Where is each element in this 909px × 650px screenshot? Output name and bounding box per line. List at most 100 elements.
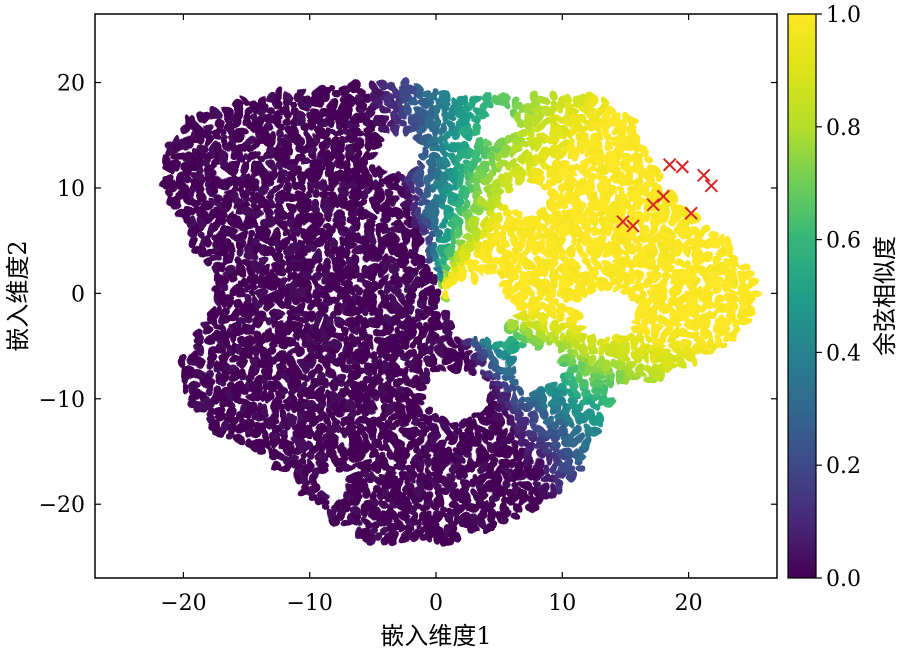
scatter-point: [486, 137, 496, 147]
scatter-point: [367, 236, 377, 246]
scatter-point: [415, 125, 425, 135]
scatter-point: [554, 478, 565, 488]
scatter-point: [556, 138, 566, 149]
scatter-point: [580, 438, 590, 448]
scatter-point: [194, 346, 204, 356]
scatter-point: [555, 400, 565, 410]
scatter-point: [329, 238, 339, 248]
scatter-point: [195, 368, 206, 378]
scatter-point: [382, 263, 392, 273]
scatter-point: [571, 215, 581, 225]
scatter-point: [379, 81, 389, 91]
scatter-point: [312, 199, 322, 209]
scatter-point: [288, 234, 298, 244]
scatter-point: [312, 342, 322, 352]
scatter-point: [320, 412, 330, 422]
scatter-point: [243, 209, 253, 219]
scatter-point: [323, 198, 333, 208]
scatter-point: [547, 420, 557, 430]
scatter-point: [379, 102, 389, 112]
scatter-point: [539, 484, 549, 494]
scatter-point: [235, 368, 245, 379]
scatter-point: [390, 511, 400, 521]
scatter-point: [517, 335, 528, 345]
scatter-point: [720, 341, 730, 351]
colorbar-tick-label: 0.6: [826, 229, 861, 254]
scatter-point: [343, 276, 353, 286]
scatter-point: [516, 503, 527, 513]
scatter-point: [570, 258, 580, 268]
scatter-point: [460, 479, 471, 489]
scatter-point: [312, 323, 322, 333]
scatter-point: [567, 366, 577, 376]
scatter-point: [572, 323, 583, 333]
scatter-point: [680, 208, 690, 218]
scatter-point: [634, 335, 645, 345]
scatter-point: [589, 173, 599, 183]
scatter-point: [736, 270, 746, 280]
scatter-point: [589, 427, 600, 437]
scatter-point: [738, 297, 748, 307]
scatter-point: [415, 251, 426, 261]
scatter-point: [252, 237, 262, 247]
scatter-point: [405, 466, 415, 476]
scatter-point: [297, 288, 307, 298]
scatter-point: [204, 323, 214, 333]
scatter-point: [182, 381, 192, 391]
scatter-point: [393, 367, 403, 377]
scatter-point: [180, 355, 190, 366]
scatter-point: [261, 182, 271, 193]
scatter-point: [723, 257, 733, 267]
scatter-point: [516, 210, 527, 220]
scatter-point: [196, 355, 206, 365]
scatter-point: [228, 382, 238, 392]
scatter-point: [194, 164, 204, 174]
scatter-point: [610, 112, 620, 122]
scatter-point: [532, 89, 542, 100]
scatter-point: [643, 309, 654, 319]
scatter-point: [367, 447, 377, 457]
scatter-point: [274, 446, 284, 456]
scatter-point: [236, 247, 246, 257]
scatter-point: [572, 339, 582, 349]
scatter-point: [571, 386, 581, 396]
scatter-point: [625, 243, 635, 253]
scatter-point: [515, 293, 525, 303]
scatter-point: [288, 374, 298, 384]
scatter-point: [432, 87, 443, 97]
scatter-point: [384, 393, 394, 403]
scatter-point: [328, 408, 338, 418]
scatter-point: [586, 222, 596, 232]
scatter-point: [226, 399, 236, 409]
scatter-point: [635, 369, 646, 379]
scatter-point: [469, 185, 479, 195]
scatter-point: [609, 185, 619, 195]
scatter-point: [587, 283, 597, 293]
scatter-point: [340, 518, 350, 528]
scatter-point: [421, 274, 431, 284]
scatter-point: [321, 452, 332, 462]
scatter-point: [383, 223, 393, 233]
scatter-point: [339, 327, 349, 337]
scatter-point: [235, 387, 245, 397]
scatter-point: [366, 293, 376, 303]
scatter-point: [282, 284, 292, 294]
scatter-point: [453, 139, 463, 149]
scatter-point: [633, 277, 643, 287]
scatter-point: [667, 225, 677, 235]
scatter-point: [454, 446, 465, 456]
scatter-point: [579, 342, 589, 353]
scatter-point: [476, 184, 486, 194]
scatter-point: [458, 438, 468, 449]
scatter-point: [303, 282, 313, 292]
scatter-point: [471, 125, 482, 135]
scatter-point: [554, 114, 564, 124]
scatter-point: [295, 438, 306, 448]
scatter-point: [382, 345, 392, 355]
scatter-point: [453, 218, 463, 228]
scatter-point: [311, 250, 321, 260]
scatter-point: [462, 229, 472, 239]
scatter-point: [423, 98, 433, 108]
scatter-point: [295, 112, 305, 122]
scatter-point: [328, 447, 339, 457]
